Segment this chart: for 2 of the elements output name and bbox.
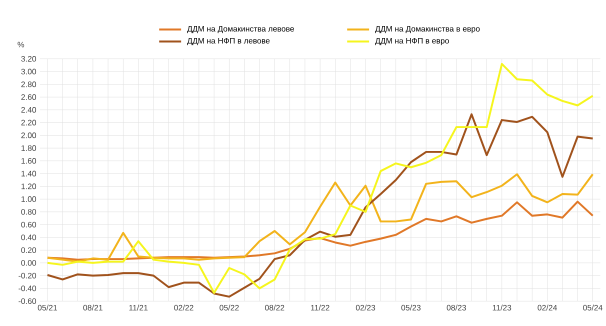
line-series: [46, 173, 594, 263]
line-series: [46, 113, 594, 298]
